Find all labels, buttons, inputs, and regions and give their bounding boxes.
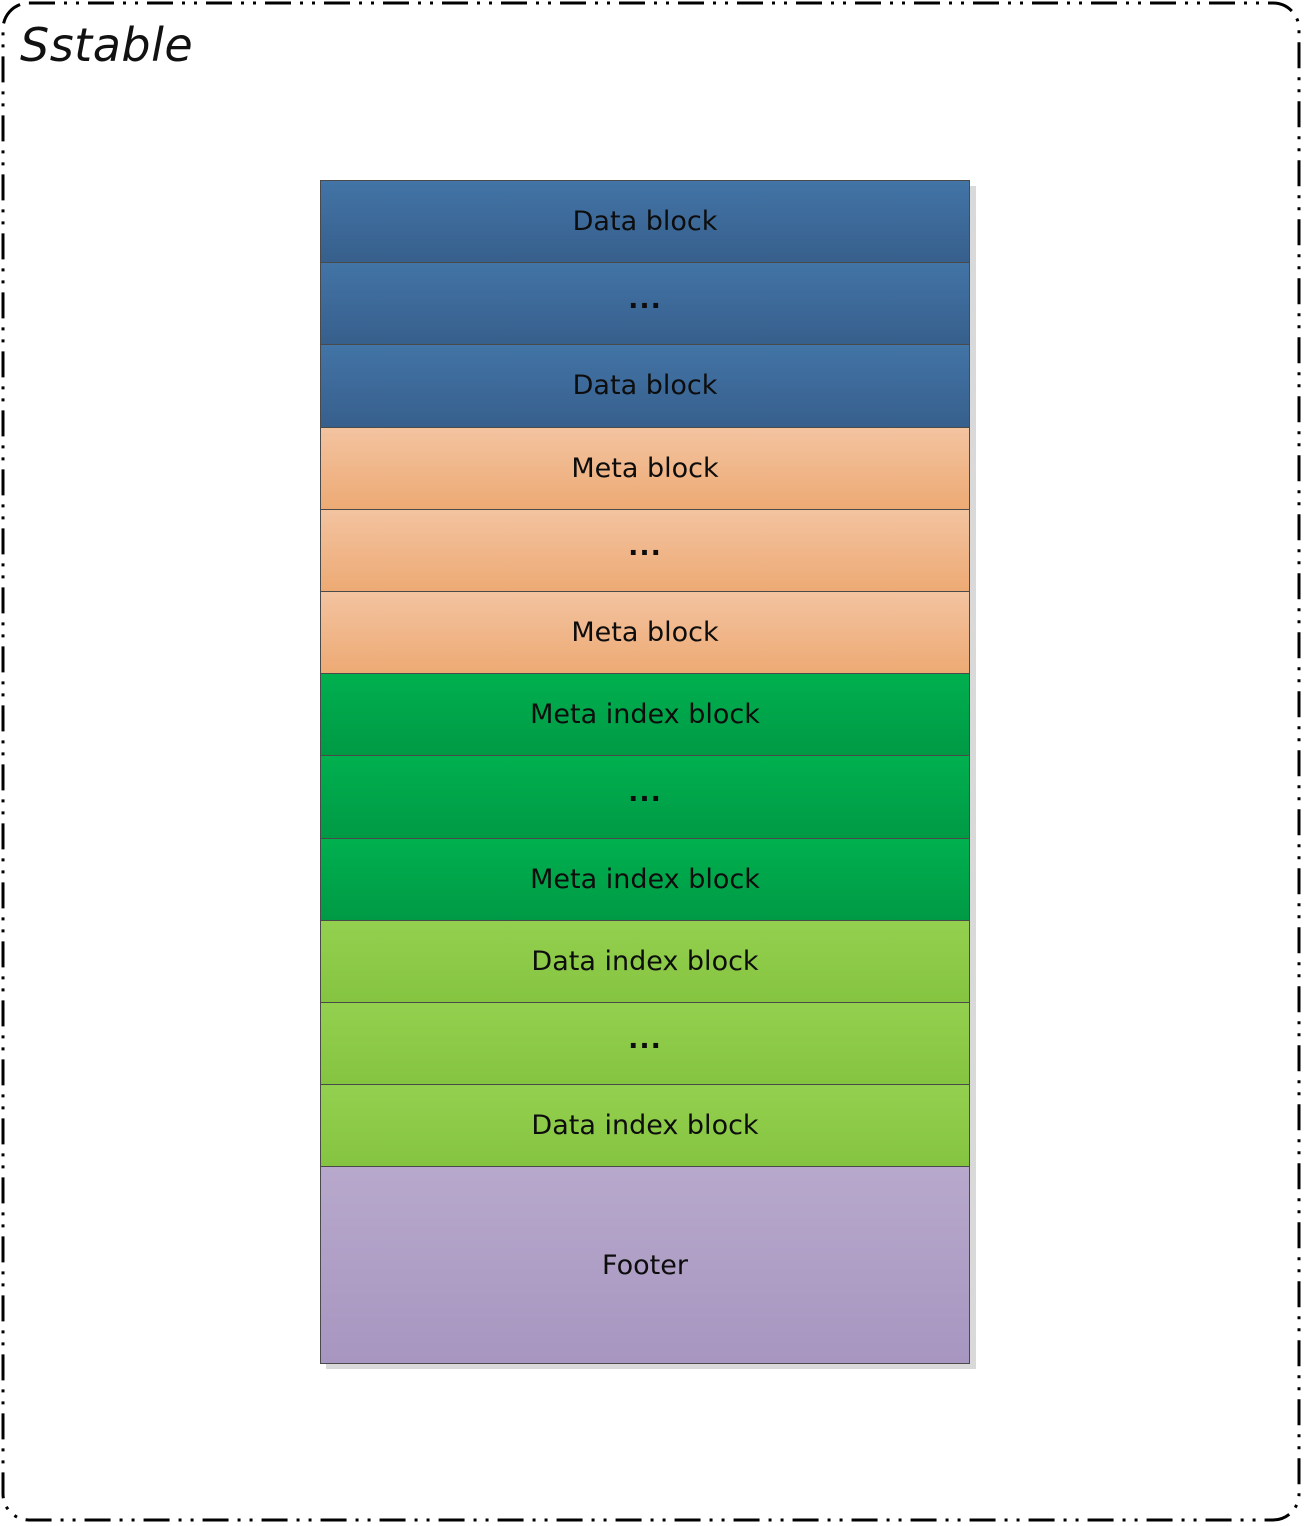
meta-index-ellipsis-block: ...	[320, 755, 970, 839]
block-label: Footer	[602, 1249, 688, 1281]
ellipsis-label: ...	[628, 284, 662, 316]
block-label: Data block	[572, 206, 718, 238]
block-label: Meta block	[571, 617, 719, 649]
block-label: Data index block	[531, 945, 759, 977]
block-label: Meta block	[571, 452, 719, 484]
data-index-block: Data index block	[320, 919, 970, 1003]
ellipsis-label: ...	[628, 1024, 662, 1056]
meta-block: Meta block	[320, 591, 970, 675]
block-label: Meta index block	[530, 699, 760, 731]
ellipsis-label: ...	[628, 777, 662, 809]
data-index-block: Data index block	[320, 1084, 970, 1168]
block-label: Meta index block	[530, 863, 760, 895]
data-block: Data block	[320, 180, 970, 264]
sstable-block-stack: Data block... Data block Meta block... Meta…	[320, 180, 970, 1364]
meta-index-block: Meta index block	[320, 673, 970, 757]
block-label: Data index block	[531, 1110, 759, 1142]
data-index-ellipsis-block: ...	[320, 1002, 970, 1086]
meta-block: Meta block	[320, 426, 970, 510]
ellipsis-label: ...	[628, 530, 662, 562]
meta-index-block: Meta index block	[320, 837, 970, 921]
meta-ellipsis-block: ...	[320, 508, 970, 592]
container-title: Sstable	[20, 18, 194, 72]
data-block: Data block	[320, 344, 970, 428]
data-ellipsis-block: ...	[320, 262, 970, 346]
block-label: Data block	[572, 370, 718, 402]
footer-block: Footer	[320, 1166, 970, 1364]
